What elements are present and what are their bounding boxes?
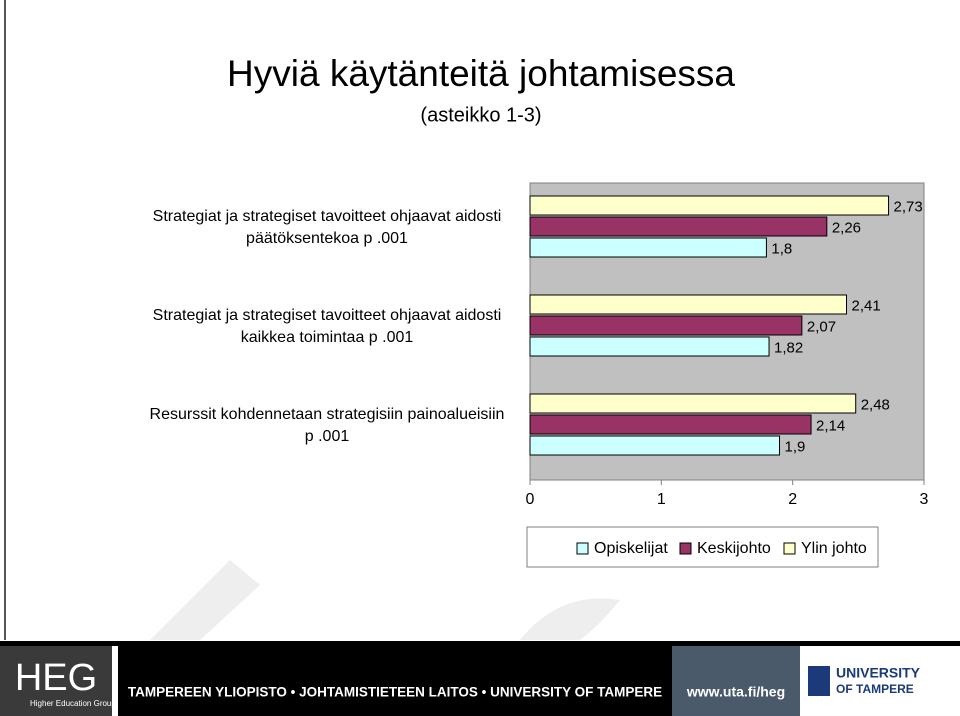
footer-banner: TAMPEREEN YLIOPISTO • JOHTAMISTIETEEN LA… <box>128 685 662 700</box>
uni-name: OF TAMPERE <box>836 682 914 696</box>
legend-label: Keskijohto <box>697 540 771 557</box>
footer-logo: HEG <box>15 657 97 699</box>
footer-url: www.uta.fi/heg <box>686 684 785 700</box>
value-label: 2,41 <box>852 297 881 314</box>
bar <box>529 237 767 258</box>
bar <box>529 414 812 435</box>
chart-title: Hyviä käytänteitä johtamisessa <box>227 53 735 94</box>
footer-url-box <box>672 646 800 716</box>
legend-label: Opiskelijat <box>594 540 668 557</box>
value-label: 1,9 <box>785 438 806 455</box>
bar <box>529 216 828 237</box>
bar <box>529 294 848 315</box>
bar <box>529 435 781 456</box>
uni-name: UNIVERSITY <box>836 665 921 681</box>
x-tick-label: 2 <box>788 491 797 508</box>
value-label: 2,14 <box>816 417 845 434</box>
footer-logo-box <box>0 646 112 716</box>
bar <box>529 393 857 414</box>
bar <box>529 336 770 357</box>
decoration <box>520 598 620 640</box>
legend-swatch <box>783 542 796 555</box>
category-label: Strategiat ja strategiset tavoitteet ohj… <box>152 306 502 346</box>
x-tick-label: 1 <box>657 491 666 508</box>
value-label: 2,73 <box>894 198 923 215</box>
decoration <box>150 560 260 640</box>
value-label: 2,48 <box>861 396 890 413</box>
category-label: Strategiat ja strategiset tavoitteet ohj… <box>152 207 502 247</box>
legend-swatch <box>576 542 589 555</box>
value-label: 1,8 <box>771 240 792 257</box>
category-label: Resurssit kohdennetaan strategisiin pain… <box>149 405 505 445</box>
legend-swatch <box>679 542 692 555</box>
value-label: 2,07 <box>807 318 836 335</box>
value-label: 1,82 <box>774 339 803 356</box>
uni-emblem <box>808 666 830 696</box>
chart-subtitle: (asteikko 1-3) <box>420 104 541 126</box>
footer-separator <box>112 646 118 716</box>
bar <box>529 315 803 336</box>
legend-label: Ylin johto <box>801 540 867 557</box>
footer-logo-subtitle: Higher Education Group <box>30 699 116 708</box>
bar <box>529 195 890 216</box>
x-tick-label: 3 <box>920 491 929 508</box>
x-tick-label: 0 <box>526 491 535 508</box>
value-label: 2,26 <box>832 219 861 236</box>
